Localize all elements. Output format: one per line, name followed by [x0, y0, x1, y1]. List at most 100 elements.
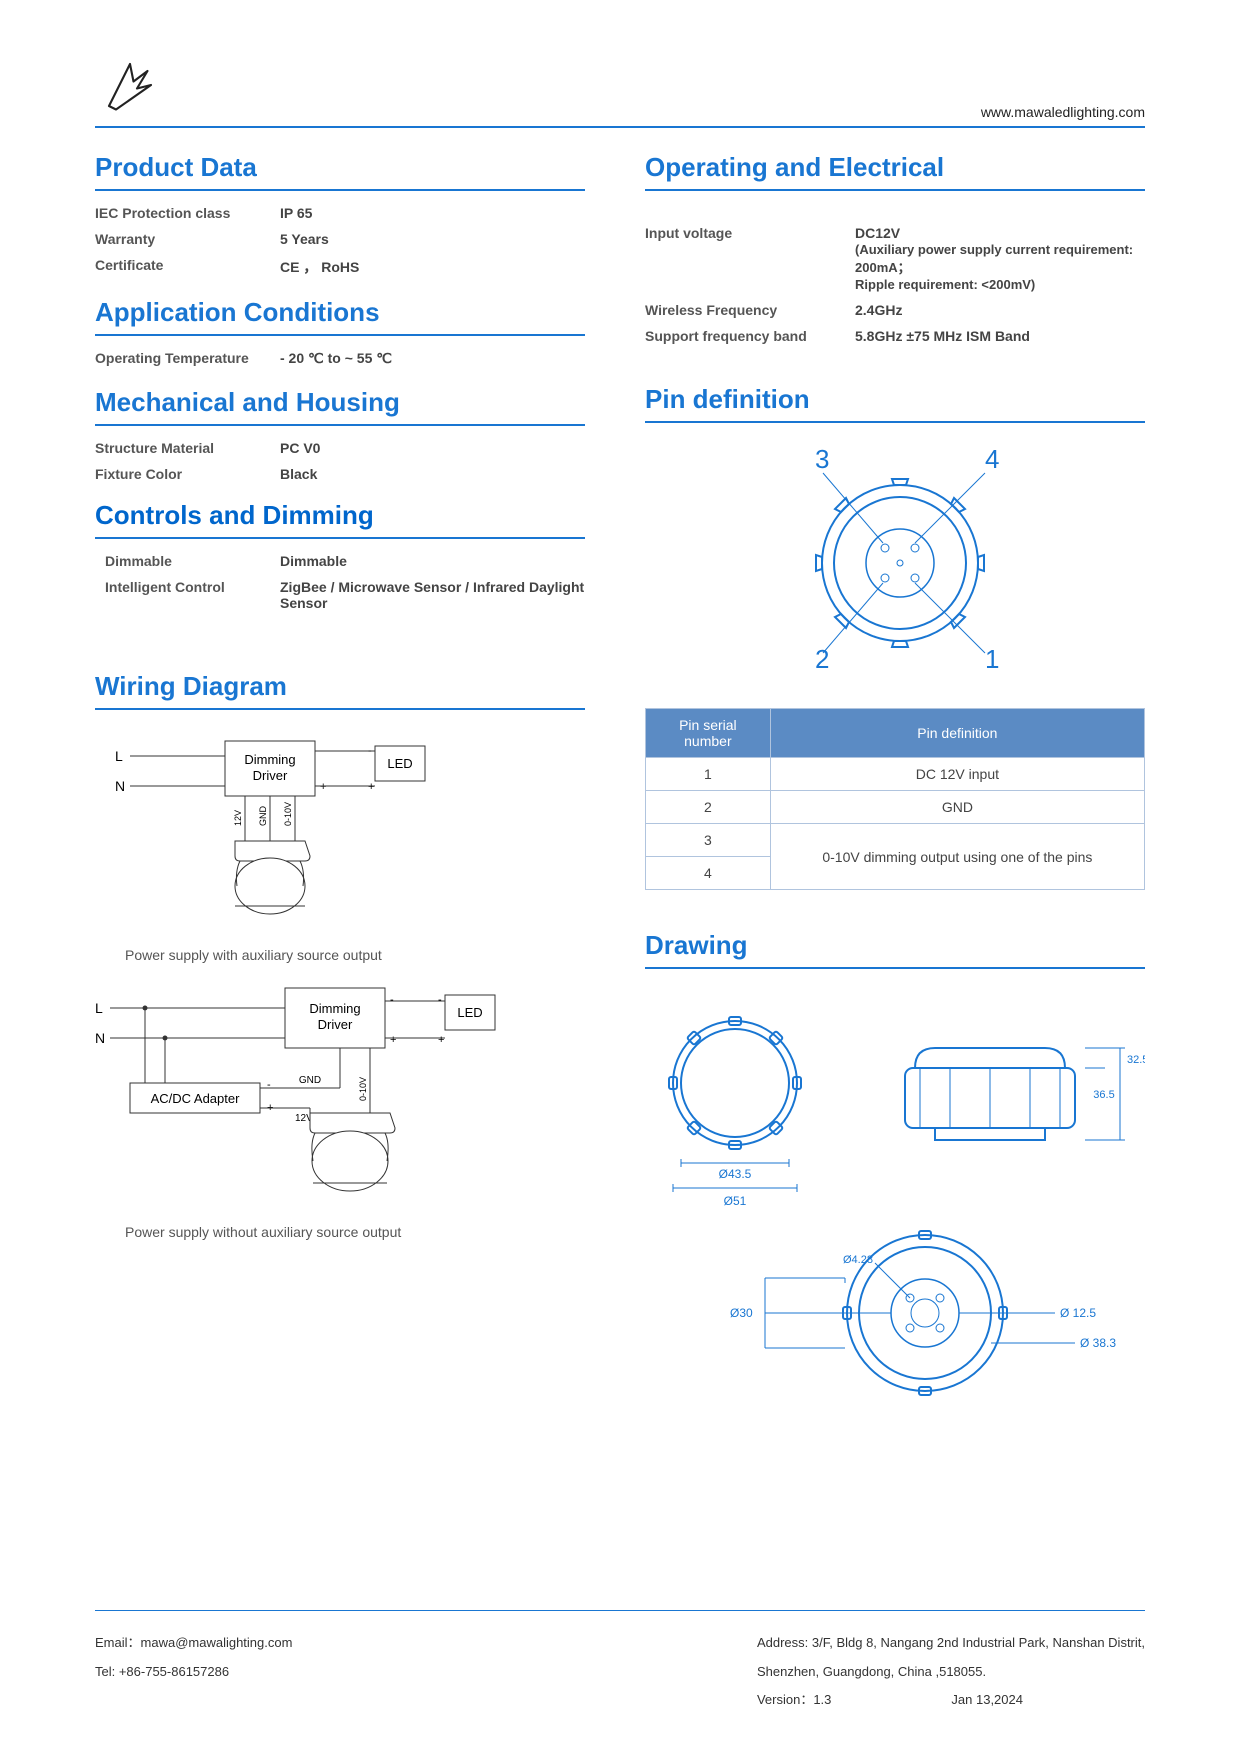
application-title: Application Conditions	[95, 297, 585, 336]
spec-row: Structure Material PC V0	[95, 440, 585, 456]
spec-label: Intelligent Control	[95, 579, 280, 611]
spec-value: CE ， RoHS	[280, 257, 585, 277]
dim-d38-3: Ø 38.3	[1080, 1336, 1116, 1350]
product-data-title: Product Data	[95, 152, 585, 191]
spec-value: 5 Years	[280, 231, 585, 247]
svg-text:-: -	[368, 745, 372, 757]
dim-h36-5: 36.5	[1093, 1089, 1114, 1101]
spec-value-main: DC12V	[855, 225, 900, 241]
drawing-title: Drawing	[645, 930, 1145, 969]
svg-text:+: +	[320, 781, 326, 793]
footer-version-row: Version：1.3 Jan 13,2024	[757, 1686, 1145, 1715]
table-row: 3 0-10V dimming output using one of the …	[646, 824, 1145, 857]
address-value: 3/F, Bldg 8, Nangang 2nd Industrial Park…	[757, 1635, 1145, 1679]
table-cell: 2	[646, 791, 771, 824]
pin-label-3: 3	[815, 444, 829, 474]
spec-row: Warranty 5 Years	[95, 231, 585, 247]
footer-left: Email：mawa@mawalighting.com Tel: +86-755…	[95, 1629, 292, 1715]
left-column: Product Data IEC Protection class IP 65 …	[95, 148, 585, 1408]
spec-row: Wireless Frequency 2.4GHz	[645, 302, 1145, 318]
version-value: 1.3	[813, 1692, 831, 1707]
spec-row: Support frequency band 5.8GHz ±75 MHz IS…	[645, 328, 1145, 344]
spec-row: Dimmable Dimmable	[95, 553, 585, 569]
table-cell: DC 12V input	[770, 758, 1144, 791]
table-cell: 1	[646, 758, 771, 791]
spec-value: IP 65	[280, 205, 585, 221]
dim-d30: Ø30	[730, 1306, 753, 1320]
table-header-row: Pin serial number Pin definition	[646, 709, 1145, 758]
footer-date: Jan 13,2024	[951, 1686, 1023, 1715]
table-header: Pin definition	[770, 709, 1144, 758]
spec-label: Wireless Frequency	[645, 302, 855, 318]
drawing-diagram: Ø43.5 Ø51 36.5	[645, 983, 1145, 1408]
spec-row: Input voltage DC12V (Auxiliary power sup…	[645, 225, 1145, 292]
wire-N-label: N	[115, 778, 125, 794]
spec-label: IEC Protection class	[95, 205, 280, 221]
spec-value: - 20 ℃ to ~ 55 ℃	[280, 350, 585, 367]
email-value: mawa@mawalighting.com	[141, 1635, 293, 1650]
svg-text:GND: GND	[258, 806, 268, 827]
table-header: Pin serial number	[646, 709, 771, 758]
pin-def-title: Pin definition	[645, 384, 1145, 423]
pin-table: Pin serial number Pin definition 1 DC 12…	[645, 708, 1145, 890]
spec-label: Input voltage	[645, 225, 855, 292]
spec-value: 5.8GHz ±75 MHz ISM Band	[855, 328, 1145, 344]
page-header: www.mawaledlighting.com	[95, 50, 1145, 128]
wiring-caption-2: Power supply without auxiliary source ou…	[125, 1224, 585, 1240]
table-cell: GND	[770, 791, 1144, 824]
spec-value: DC12V (Auxiliary power supply current re…	[855, 225, 1145, 292]
table-row: 1 DC 12V input	[646, 758, 1145, 791]
pin-diagram: 3 4 2 1	[645, 443, 1145, 688]
svg-text:0-10V: 0-10V	[283, 802, 293, 826]
svg-text:+: +	[368, 781, 374, 793]
spec-value: 2.4GHz	[855, 302, 1145, 318]
header-url: www.mawaledlighting.com	[981, 104, 1145, 120]
logo-icon	[95, 50, 165, 120]
spec-row: Operating Temperature - 20 ℃ to ~ 55 ℃	[95, 350, 585, 367]
wiring-title: Wiring Diagram	[95, 671, 585, 710]
svg-text:Dimming: Dimming	[244, 752, 295, 767]
dim-d12-5: Ø 12.5	[1060, 1306, 1096, 1320]
spec-value: PC V0	[280, 440, 585, 456]
svg-text:GND: GND	[299, 1075, 321, 1086]
version-label: Version：	[757, 1692, 813, 1707]
email-label: Email：	[95, 1635, 141, 1650]
dim-h32-5: 32.5	[1127, 1054, 1145, 1066]
table-cell: 3	[646, 824, 771, 857]
spec-label: Warranty	[95, 231, 280, 247]
spec-row: IEC Protection class IP 65	[95, 205, 585, 221]
mechanical-title: Mechanical and Housing	[95, 387, 585, 426]
svg-text:+: +	[390, 1034, 396, 1046]
svg-text:12V: 12V	[233, 810, 243, 826]
svg-text:LED: LED	[457, 1005, 482, 1020]
controls-title: Controls and Dimming	[95, 500, 585, 539]
svg-text:Driver: Driver	[253, 768, 288, 783]
spec-value: Black	[280, 466, 585, 482]
wiring-caption-1: Power supply with auxiliary source outpu…	[125, 947, 585, 963]
page-footer: Email：mawa@mawalighting.com Tel: +86-755…	[95, 1610, 1145, 1715]
svg-text:+: +	[438, 1034, 444, 1046]
pin-label-1: 1	[985, 644, 999, 674]
tel-value: +86-755-86157286	[119, 1664, 229, 1679]
footer-address: Address: 3/F, Bldg 8, Nangang 2nd Indust…	[757, 1629, 1145, 1686]
wire-L-label: L	[115, 748, 123, 764]
dim-d4-28: Ø4.28	[843, 1254, 873, 1266]
spec-label: Fixture Color	[95, 466, 280, 482]
svg-text:Driver: Driver	[318, 1017, 353, 1032]
svg-text:-: -	[267, 1079, 271, 1091]
spec-value-sub: (Auxiliary power supply current requirem…	[855, 242, 1133, 292]
svg-text:L: L	[95, 1000, 103, 1016]
spec-row: Fixture Color Black	[95, 466, 585, 482]
svg-text:-: -	[438, 994, 442, 1006]
pin-label-4: 4	[985, 444, 999, 474]
footer-right: Address: 3/F, Bldg 8, Nangang 2nd Indust…	[757, 1629, 1145, 1715]
wiring-diagram-1: L N Dimming Driver - + - + LED 12V GND	[95, 726, 585, 931]
address-label: Address:	[757, 1635, 812, 1650]
dim-d43-5: Ø43.5	[719, 1167, 752, 1181]
spec-label: Support frequency band	[645, 328, 855, 344]
footer-email: Email：mawa@mawalighting.com	[95, 1629, 292, 1658]
spec-row: Intelligent Control ZigBee / Microwave S…	[95, 579, 585, 611]
spec-label: Structure Material	[95, 440, 280, 456]
spec-label: Dimmable	[95, 553, 280, 569]
svg-text:-: -	[390, 994, 394, 1006]
